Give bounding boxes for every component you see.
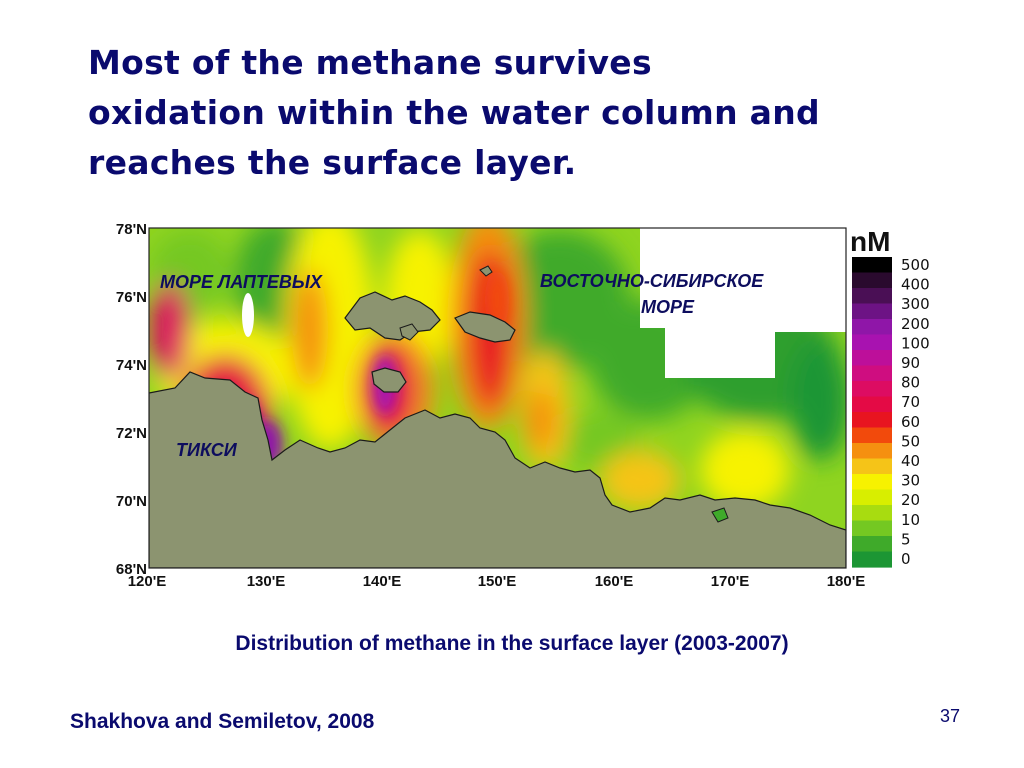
east-siberian-sea-label-line1: ВОСТОЧНО-СИБИРСКОЕ (540, 271, 764, 291)
island-small-1 (399, 323, 419, 341)
island-small-2 (479, 265, 493, 277)
citation: Shakhova and Semiletov, 2008 (70, 710, 375, 733)
title-line-3: reaches the surface layer. (88, 143, 577, 182)
legend-value-label: 60 (901, 413, 920, 431)
legend-value-label: 0 (901, 550, 911, 568)
legend-value-label: 5 (901, 530, 911, 548)
lon-label-180: 180'E (827, 573, 866, 590)
legend-swatch (852, 350, 892, 367)
east-siberian-sea-label-line2: МОРЕ (641, 297, 695, 317)
legend-value-label: 400 (901, 276, 930, 294)
legend-swatch (852, 381, 892, 398)
legend-swatch (852, 505, 892, 522)
island-kotelny (344, 291, 441, 341)
page-number: 37 (940, 706, 961, 726)
legend-value-label: 70 (901, 393, 920, 411)
lat-label-72: 72'N (116, 425, 147, 442)
legend-value-label: 10 (901, 511, 920, 529)
mainland-siberia (149, 371, 846, 568)
legend-swatch (852, 319, 892, 336)
lon-label-130: 130'E (247, 573, 286, 590)
legend-swatch (852, 303, 892, 320)
legend-swatch (852, 536, 892, 553)
legend-value-label: 20 (901, 491, 920, 509)
slide-title: Most of the methane survives oxidation w… (88, 38, 968, 188)
longitude-axis: 120'E 130'E 140'E 150'E 160'E 170'E 180'… (128, 573, 866, 590)
legend-swatch (852, 427, 892, 444)
lon-label-150: 150'E (478, 573, 517, 590)
lat-label-76: 76'N (116, 289, 147, 306)
legend-swatch (852, 334, 892, 351)
legend-value-label: 30 (901, 472, 920, 490)
legend-value-label: 100 (901, 334, 930, 352)
lat-label-78: 78'N (116, 221, 147, 238)
legend-swatch (852, 551, 892, 568)
lon-label-170: 170'E (711, 573, 750, 590)
legend-swatch (852, 443, 892, 460)
tiksi-label: ТИКСИ (176, 440, 238, 460)
lat-label-74: 74'N (116, 357, 147, 374)
legend-swatch (852, 396, 892, 413)
legend-swatch (852, 520, 892, 537)
legend-value-label: 50 (901, 432, 920, 450)
island-small-3 (711, 507, 729, 523)
map-frame (148, 227, 847, 569)
legend-swatch (852, 474, 892, 491)
title-line-1: Most of the methane survives (88, 43, 652, 82)
legend-value-label: 300 (901, 295, 930, 313)
legend-value-label: 200 (901, 315, 930, 333)
legend-value-label: 40 (901, 452, 920, 470)
legend-swatches (852, 257, 892, 568)
lat-label-70: 70'N (116, 493, 147, 510)
no-data-region (640, 228, 846, 328)
legend-value-label: 80 (901, 374, 920, 392)
island-novaya-sibir (454, 311, 516, 343)
legend-swatch (852, 412, 892, 429)
legend-value-label: 500 (901, 256, 930, 274)
lat-label-68: 68'N (116, 561, 147, 578)
island-bolshoy-lyakhovsky (371, 367, 407, 393)
legend-swatch (852, 288, 892, 305)
title-line-2: oxidation within the water column and (88, 93, 820, 132)
concentration-field (149, 228, 846, 568)
lon-label-140: 140'E (363, 573, 402, 590)
lon-label-120: 120'E (128, 573, 167, 590)
legend-swatch (852, 257, 892, 274)
legend-swatch (852, 272, 892, 289)
figure-caption: Distribution of methane in the surface l… (235, 632, 789, 655)
latitude-axis: 78'N 76'N 74'N 72'N 70'N 68'N (116, 221, 147, 578)
legend-swatch (852, 458, 892, 475)
legend-value-label: 90 (901, 354, 920, 372)
methane-distribution-map-figure: МОРЕ ЛАПТЕВЫХ ВОСТОЧНО-СИБИРСКОЕ МОРЕ ТИ… (116, 221, 930, 590)
laptev-sea-label: МОРЕ ЛАПТЕВЫХ (160, 272, 323, 292)
legend-unit-label: nM (850, 226, 890, 257)
lon-label-160: 160'E (595, 573, 634, 590)
legend-swatch (852, 489, 892, 506)
legend-swatch (852, 365, 892, 382)
